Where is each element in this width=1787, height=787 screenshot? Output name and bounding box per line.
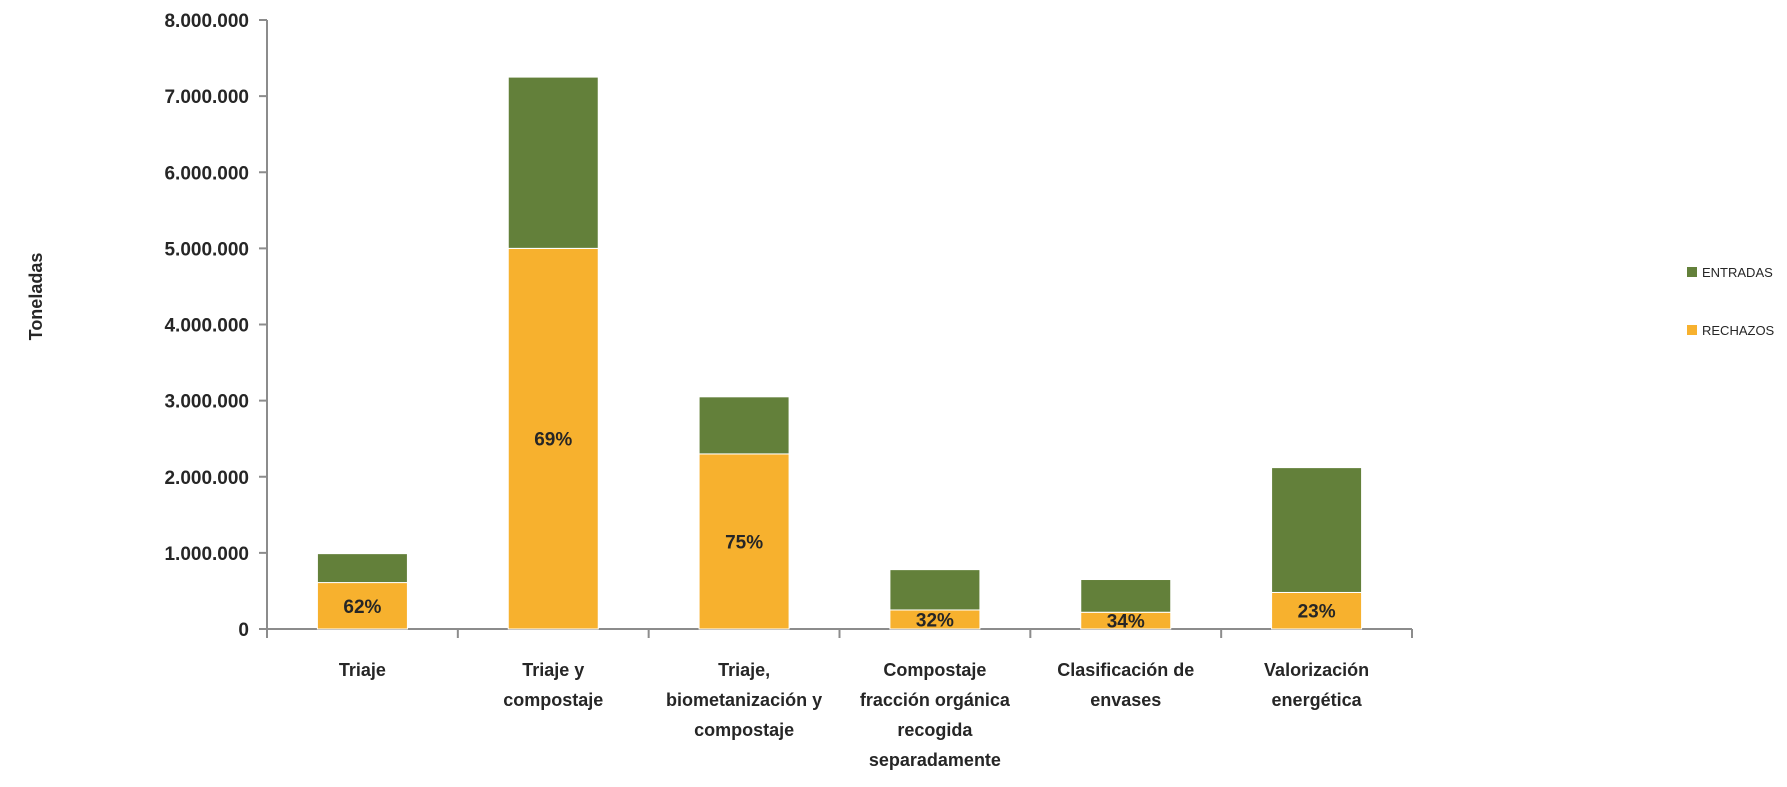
data-label: 69%	[534, 430, 572, 451]
x-category-label: Compostaje	[883, 660, 986, 680]
x-category-label: Valorización	[1264, 660, 1369, 680]
x-category-label: Triaje	[339, 660, 386, 680]
legend: ENTRADAS RECHAZOS	[1687, 265, 1775, 338]
x-category-label: Triaje,	[718, 660, 770, 680]
y-tick-label: 8.000.000	[164, 11, 249, 32]
bar-rechazos	[316, 582, 408, 630]
bar-layer	[316, 76, 1363, 630]
data-label: 32%	[916, 610, 954, 631]
bar-entradas	[698, 396, 790, 455]
x-category-label: recogida	[897, 720, 973, 740]
legend-swatch	[1687, 267, 1697, 277]
x-category-label: compostaje	[694, 720, 794, 740]
data-label: 62%	[343, 597, 381, 618]
y-tick-label: 2.000.000	[164, 468, 249, 489]
x-category-label: envases	[1090, 690, 1161, 710]
y-tick-label: 5.000.000	[164, 239, 249, 260]
bar-entradas	[1080, 579, 1172, 613]
x-category-label: Clasificación de	[1057, 660, 1194, 680]
axis-layer: 0 1.000.000 2.000.000 3.000.000 4.000.000 5.0…	[26, 11, 1413, 641]
y-axis-title: Toneladas	[26, 253, 46, 341]
data-label: 23%	[1298, 602, 1336, 623]
x-category-label: separadamente	[869, 750, 1001, 770]
bar-entradas	[1271, 467, 1363, 593]
data-label: 75%	[725, 532, 763, 553]
legend-label: ENTRADAS	[1702, 265, 1773, 280]
bar-entradas	[889, 569, 981, 611]
x-category-label: Triaje y	[522, 660, 584, 680]
bar-entradas	[316, 553, 408, 584]
y-tick-label: 6.000.000	[164, 163, 249, 184]
bar-rechazos	[507, 247, 599, 630]
y-tick-label: 7.000.000	[164, 87, 249, 108]
y-tick-label: 4.000.000	[164, 316, 249, 337]
legend-swatch	[1687, 325, 1697, 335]
x-category-label: fracción orgánica	[860, 690, 1011, 710]
y-tick-label: 3.000.000	[164, 392, 249, 413]
legend-label: RECHAZOS	[1702, 323, 1775, 338]
y-tick-label: 1.000.000	[164, 544, 249, 565]
y-tick-label: 0	[238, 620, 249, 641]
bar-rechazos	[698, 453, 790, 630]
bar-entradas	[507, 76, 599, 249]
x-category-label: compostaje	[503, 690, 603, 710]
label-layer: 62% Triaje 69% Triaje y compostaje 75% Triaje,…	[339, 430, 1369, 770]
x-category-label: energética	[1272, 690, 1363, 710]
data-label: 34%	[1107, 612, 1145, 633]
x-category-label: biometanización y	[666, 690, 822, 710]
